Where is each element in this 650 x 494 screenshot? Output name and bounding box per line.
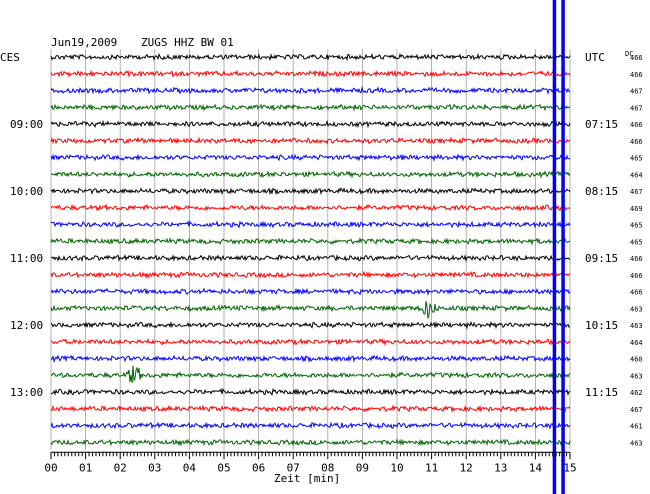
x-tick-label: 02 — [114, 461, 127, 474]
trace-row-4 — [50, 119, 571, 129]
dc-value: 460 — [630, 356, 643, 364]
station-label: ZUGS HHZ BW 01 — [141, 36, 234, 49]
dc-value: 463 — [630, 322, 643, 330]
trace-row-16 — [50, 320, 571, 330]
trace-row-10 — [50, 220, 571, 229]
x-tick-label: 11 — [425, 461, 438, 474]
trace-row-21 — [50, 404, 571, 414]
dc-value: 465 — [630, 155, 643, 163]
x-tick-label: 10 — [390, 461, 403, 474]
dc-value: 461 — [630, 423, 643, 431]
dc-value: 467 — [630, 406, 643, 414]
dc-value: 464 — [630, 339, 643, 347]
dc-value: 463 — [630, 439, 643, 447]
right-time-label: 10:15 — [585, 319, 618, 332]
dc-value: 462 — [630, 389, 643, 397]
trace-row-15 — [50, 301, 571, 319]
x-axis: 00 01 02 03 04 05 06 07 08 09 10 11 12 13 14 15 — [44, 451, 577, 474]
dc-value: 466 — [630, 289, 643, 297]
trace-row-8 — [50, 187, 571, 196]
trace-row-19 — [50, 365, 571, 383]
trace-row-22 — [50, 421, 571, 430]
x-tick-label: 04 — [183, 461, 197, 474]
x-tick-label: 01 — [79, 461, 92, 474]
dc-label: DC — [625, 50, 633, 58]
dc-value: 466 — [630, 71, 643, 79]
trace-row-2 — [50, 85, 571, 95]
right-time-label: 09:15 — [585, 252, 618, 265]
dc-value: 463 — [630, 305, 643, 313]
trace-row-17 — [50, 337, 571, 347]
x-axis-title: Zeit [min] — [274, 472, 340, 485]
date-label: Jun19,2009 — [51, 36, 117, 49]
x-tick-label: 03 — [148, 461, 161, 474]
dc-value: 466 — [630, 138, 643, 146]
x-tick-label: 15 — [563, 461, 576, 474]
dc-value: 465 — [630, 238, 643, 246]
x-tick-label: 08 — [321, 461, 334, 474]
dc-value: 467 — [630, 88, 643, 96]
dc-value: 463 — [630, 372, 643, 380]
grid-lines — [50, 49, 571, 451]
right-time-label: 07:15 — [585, 118, 618, 131]
trace-row-11 — [50, 236, 571, 246]
dc-value: 466 — [630, 255, 643, 263]
trace-row-13 — [50, 270, 571, 280]
dc-value: 466 — [630, 121, 643, 129]
left-time-label: 09:00 — [10, 118, 43, 131]
dc-value: 464 — [630, 171, 643, 179]
dc-value: 466 — [630, 54, 643, 62]
dc-value: 467 — [630, 104, 643, 112]
left-timezone-label: CES — [0, 51, 20, 64]
trace-row-12 — [50, 253, 571, 263]
trace-row-23 — [50, 438, 571, 447]
dc-value: 465 — [630, 222, 643, 230]
trace-row-20 — [50, 387, 571, 396]
trace-row-1 — [50, 69, 571, 78]
left-time-label: 12:00 — [10, 319, 43, 332]
left-time-label: 13:00 — [10, 386, 43, 399]
trace-row-18 — [51, 354, 571, 363]
x-tick-label: 09 — [356, 461, 369, 474]
trace-row-14 — [50, 287, 571, 296]
trace-row-5 — [50, 136, 571, 145]
dc-value: 467 — [630, 188, 643, 196]
x-tick-label: 00 — [44, 461, 57, 474]
dc-value: 469 — [630, 205, 643, 213]
x-tick-label: 07 — [287, 461, 300, 474]
trace-row-3 — [50, 103, 571, 112]
trace-row-9 — [50, 203, 571, 212]
trace-row-0 — [50, 52, 571, 62]
x-tick-label: 06 — [252, 461, 265, 474]
trace-row-7 — [51, 170, 571, 179]
trace-row-6 — [50, 153, 571, 163]
right-time-label: UTC — [585, 51, 605, 64]
time-labels: 09:00 10:00 11:00 12:00 13:00 UTC 07:15 08:15 09… — [10, 51, 643, 447]
x-tick-label: 05 — [217, 461, 230, 474]
x-tick-label: 13 — [494, 461, 507, 474]
overlay-lines — [552, 0, 565, 494]
seismic-traces — [50, 52, 571, 447]
left-time-label: 10:00 — [10, 185, 43, 198]
dc-value: 466 — [630, 272, 643, 280]
right-time-label: 11:15 — [585, 386, 618, 399]
left-time-label: 11:00 — [10, 252, 43, 265]
right-time-label: 08:15 — [585, 185, 618, 198]
x-tick-label: 14 — [529, 461, 543, 474]
x-tick-label: 12 — [460, 461, 473, 474]
